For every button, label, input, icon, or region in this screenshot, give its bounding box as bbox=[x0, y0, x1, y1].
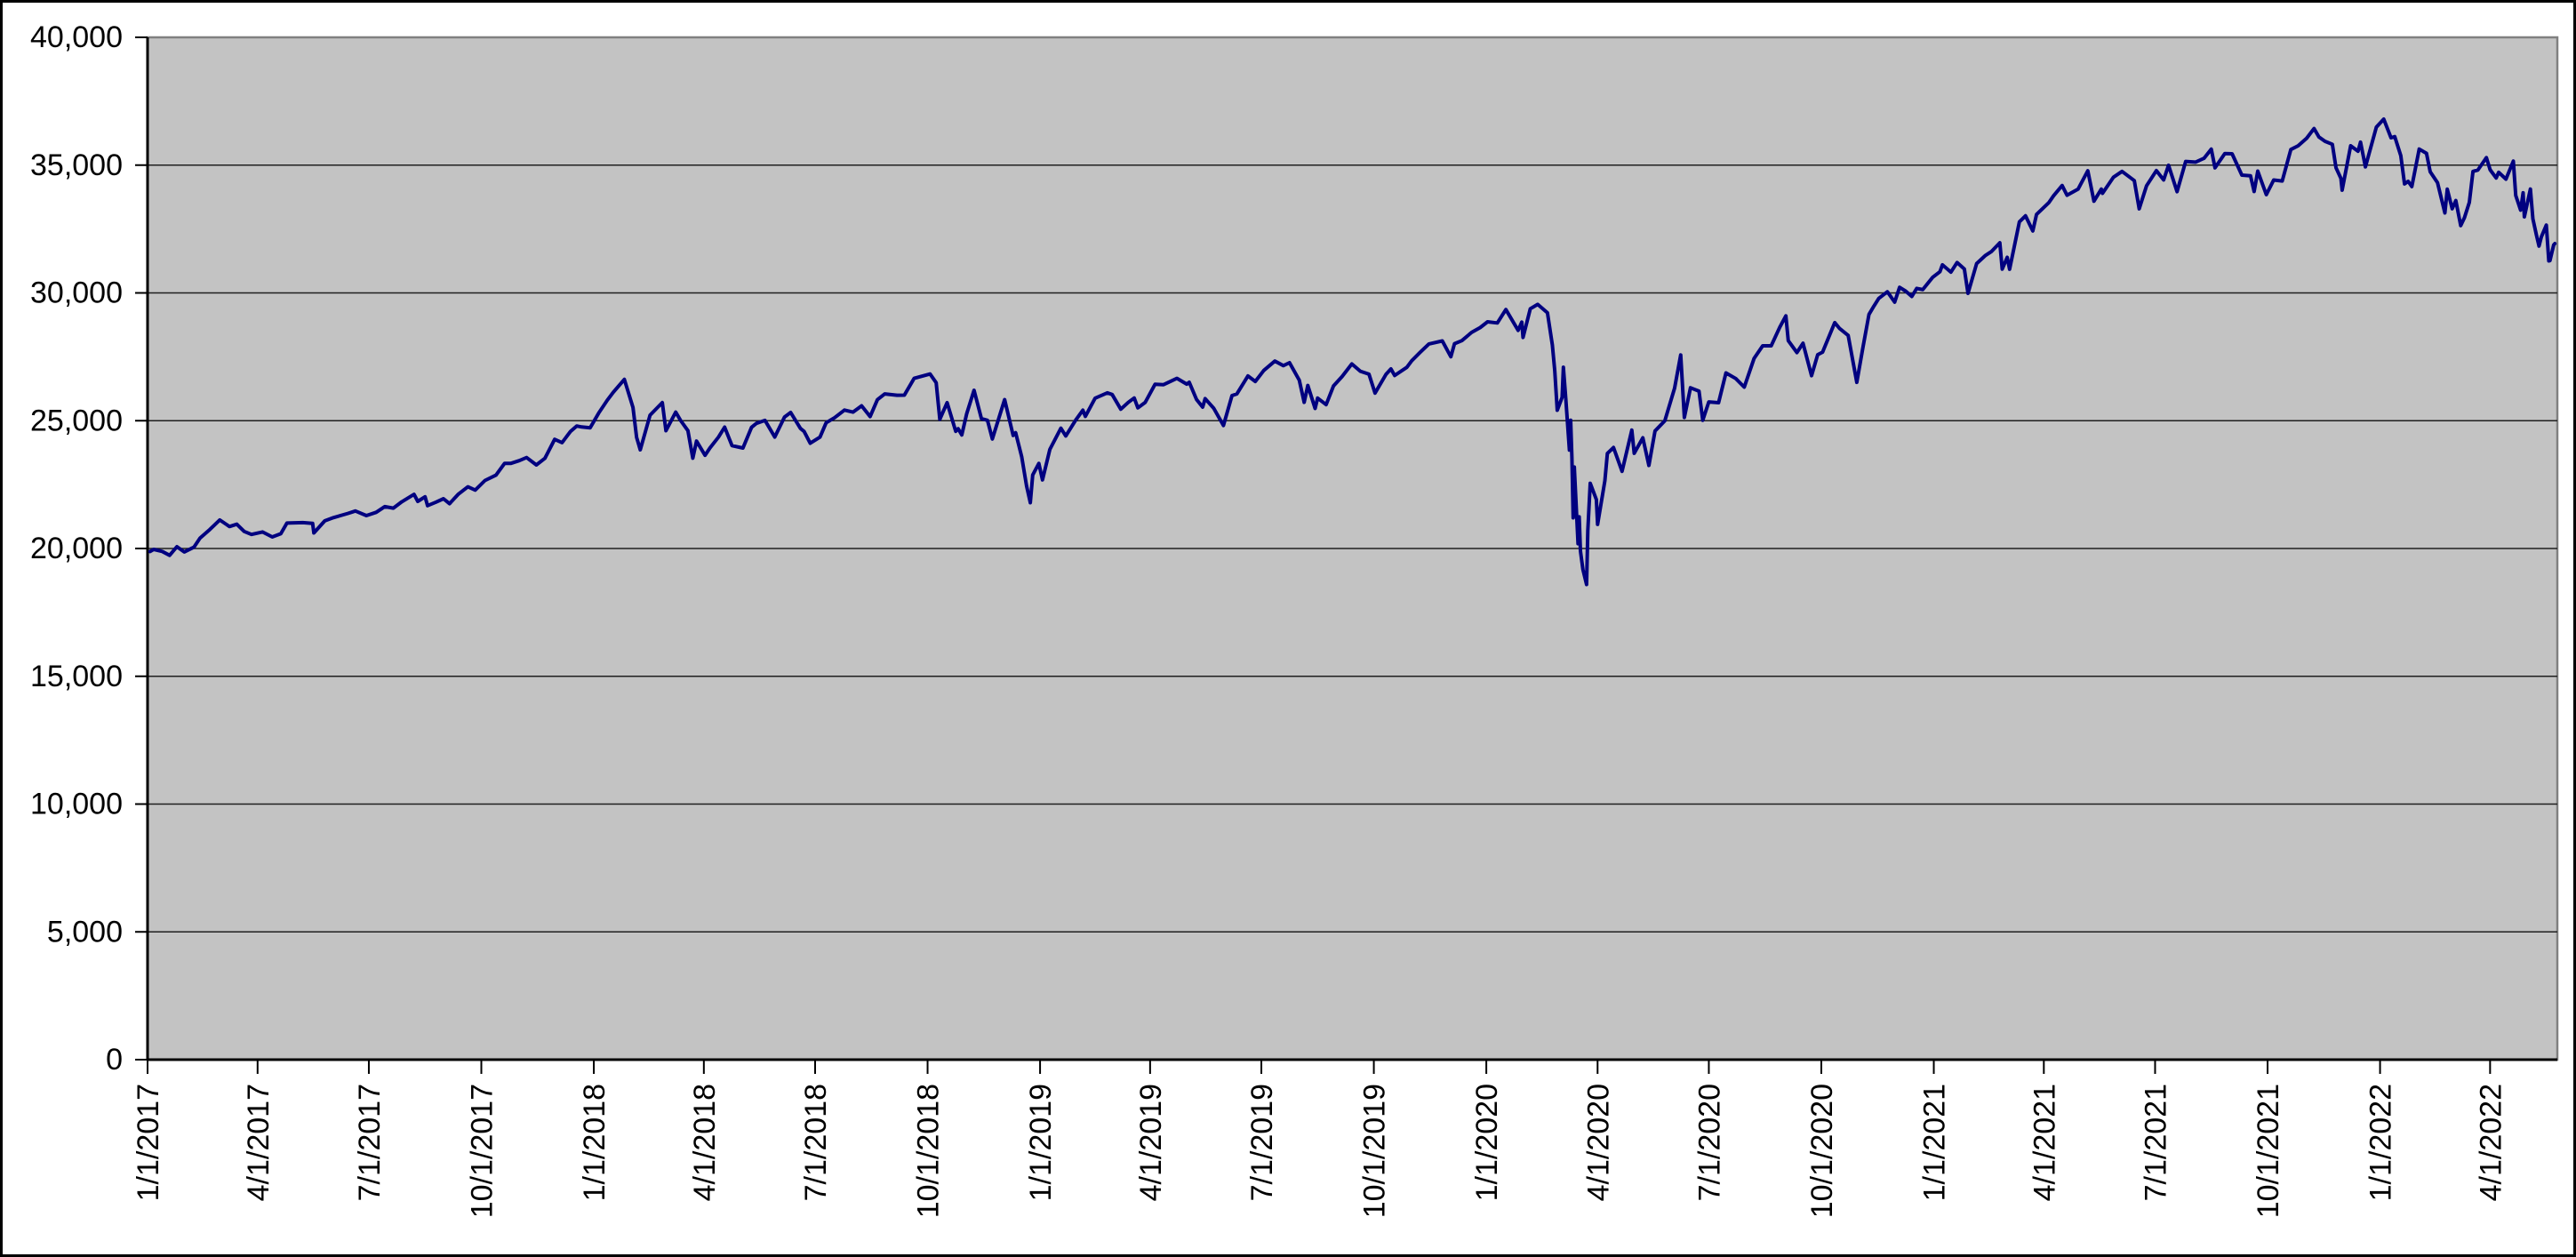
y-axis-label: 10,000 bbox=[30, 788, 123, 821]
y-axis-label: 30,000 bbox=[30, 276, 123, 310]
y-axis-label: 20,000 bbox=[30, 532, 123, 565]
y-axis-label: 5,000 bbox=[47, 915, 123, 949]
y-axis-label: 35,000 bbox=[30, 148, 123, 182]
x-axis-label: 10/1/2021 bbox=[2252, 1084, 2285, 1218]
x-axis-label: 1/1/2020 bbox=[1470, 1084, 1504, 1201]
y-axis-label: 15,000 bbox=[30, 660, 123, 693]
gridlines bbox=[148, 164, 2557, 933]
x-axis-label: 7/1/2021 bbox=[2139, 1084, 2172, 1201]
x-axis-label: 7/1/2018 bbox=[799, 1084, 833, 1201]
x-axis-label: 4/1/2022 bbox=[2474, 1084, 2508, 1201]
x-axis-label: 1/1/2022 bbox=[2364, 1084, 2398, 1201]
x-axis-label: 4/1/2018 bbox=[688, 1084, 722, 1201]
x-axis-label: 10/1/2019 bbox=[1358, 1084, 1392, 1218]
x-axis-label: 10/1/2020 bbox=[1805, 1084, 1839, 1218]
x-axis-label: 7/1/2019 bbox=[1245, 1084, 1279, 1201]
x-axis-label: 4/1/2020 bbox=[1581, 1084, 1615, 1201]
x-axis-label: 1/1/2021 bbox=[1918, 1084, 1952, 1201]
y-axis-labels: 0 5,000 10,000 15,000 20,000 25,000 30,000 35,0… bbox=[30, 20, 123, 1077]
y-axis-ticks bbox=[135, 36, 148, 1061]
series-line bbox=[148, 117, 2557, 587]
x-axis-labels: 1/1/2017 4/1/2017 7/1/2017 10/1/2017 1/1/201… bbox=[132, 1084, 2508, 1218]
y-axis-label: 0 bbox=[106, 1043, 123, 1077]
x-axis-label: 1/1/2017 bbox=[132, 1084, 165, 1201]
x-axis-label: 4/1/2019 bbox=[1134, 1084, 1168, 1201]
x-axis-label: 1/1/2019 bbox=[1024, 1084, 1058, 1201]
y-axis-label: 40,000 bbox=[30, 20, 123, 54]
x-axis-label: 7/1/2017 bbox=[353, 1084, 387, 1201]
x-axis-label: 1/1/2018 bbox=[578, 1084, 612, 1201]
x-axis-label: 10/1/2017 bbox=[465, 1084, 499, 1218]
x-axis-label: 4/1/2017 bbox=[242, 1084, 276, 1201]
x-axis-ticks bbox=[147, 1060, 2492, 1074]
x-axis-label: 7/1/2020 bbox=[1692, 1084, 1726, 1201]
x-axis-label: 10/1/2018 bbox=[912, 1084, 946, 1218]
x-axis-label: 4/1/2021 bbox=[2028, 1084, 2061, 1201]
y-axis-label: 25,000 bbox=[30, 404, 123, 437]
